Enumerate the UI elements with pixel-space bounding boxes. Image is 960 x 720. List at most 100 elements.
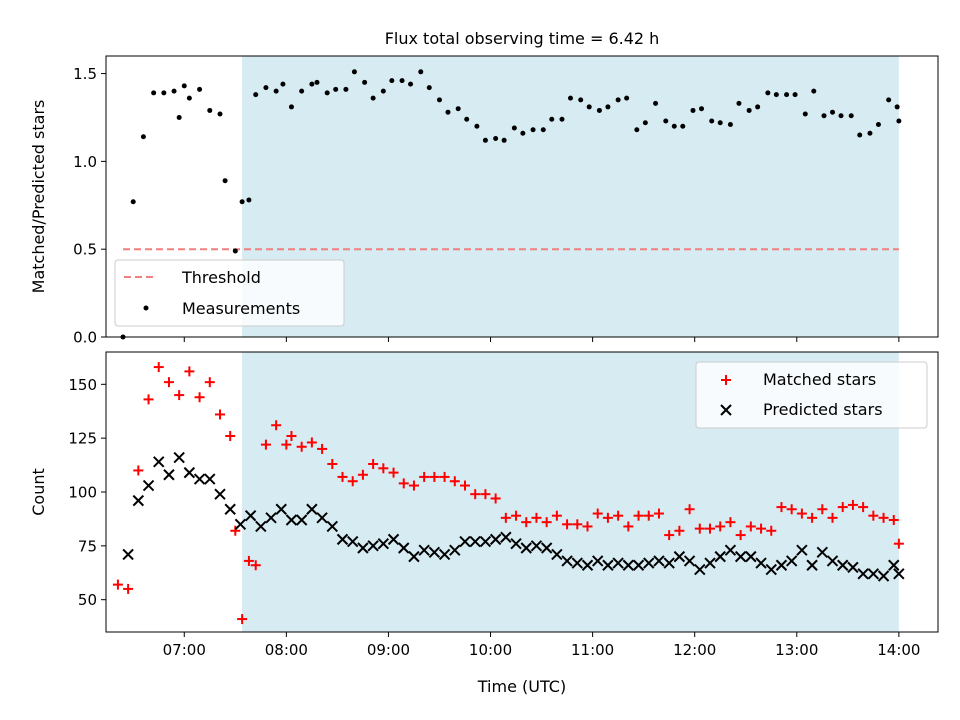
measurement-point [408, 81, 414, 87]
measurement-point [343, 86, 349, 92]
measurement-point [333, 86, 339, 92]
measurement-point [253, 92, 259, 98]
predicted-point [643, 557, 655, 569]
measurement-point [501, 137, 507, 143]
measurement-point [755, 104, 761, 110]
predicted-point [387, 533, 400, 546]
measurement-point [736, 100, 742, 106]
measurement-point [549, 116, 555, 122]
predicted-point [745, 550, 757, 563]
measurements-legend-label: Measurements [182, 299, 300, 318]
predicted-point [367, 540, 379, 552]
count-panel: 07:00 08:00 09:00 10:00 11:00 12:00 13:00 14:00… [29, 351, 939, 696]
ratio-panel: 0.0 0.5 1.0 1.5 Matched/Predicted stars Thr… [29, 55, 939, 347]
predicted-point [785, 555, 798, 567]
measurement-point [246, 197, 252, 203]
predicted-point [755, 557, 767, 569]
measurement-point [273, 88, 279, 94]
y-tick-label: 150 [68, 376, 97, 394]
measurement-point [399, 78, 405, 84]
measurement-point [493, 136, 499, 142]
predicted-point [683, 555, 696, 567]
predicted-point [153, 456, 165, 468]
measurement-point [482, 137, 488, 143]
measurement-point [324, 90, 330, 96]
predicted-point [551, 548, 563, 561]
measurement-point [624, 95, 630, 101]
predicted-point [204, 473, 216, 485]
measurement-point [709, 118, 715, 124]
chart-title: Flux total observing time = 6.42 h [385, 29, 660, 48]
measurement-point [717, 120, 723, 126]
bottom-legend: Matched stars Predicted stars [695, 361, 928, 429]
predicted-point [806, 559, 818, 571]
predicted-point [837, 559, 849, 571]
measurement-point [232, 248, 238, 254]
measurement-point [821, 113, 827, 119]
measurement-point [671, 123, 677, 129]
predicted-point [306, 503, 318, 515]
x-tick-label: 13:00 [775, 641, 818, 659]
measurement-point [699, 106, 705, 112]
measurement-point [181, 83, 187, 89]
measurement-point [171, 88, 177, 94]
predicted-point [857, 568, 869, 580]
measurement-point [207, 107, 213, 113]
predicted-point [561, 555, 573, 567]
bottom-y-ticks: 50 75 100 125 150 [68, 376, 106, 609]
measurement-point [217, 111, 223, 117]
y-tick-label: 125 [68, 430, 97, 448]
predicted-point [714, 550, 726, 563]
matched-points [112, 362, 904, 625]
predicted-point [408, 550, 420, 563]
predicted-point [347, 535, 359, 548]
measurement-point [197, 86, 203, 92]
bottom-y-axis-label: Count [29, 468, 48, 516]
top-legend-box [114, 259, 345, 327]
predicted-point [734, 550, 747, 563]
measurement-points [120, 69, 902, 340]
measurement-point [140, 134, 146, 140]
measurement-point [811, 88, 817, 94]
predicted-point [704, 557, 716, 569]
measurement-point [418, 69, 424, 75]
measurement-point [567, 95, 573, 101]
predicted-point [489, 533, 502, 546]
predicted-point [285, 514, 298, 526]
measurement-point [792, 92, 798, 98]
predicted-point [867, 568, 880, 580]
measurement-point [596, 107, 602, 113]
measurement-point [455, 106, 461, 112]
bottom-x-ticks: 07:00 08:00 09:00 10:00 11:00 12:00 13:00 14:00 [163, 632, 920, 659]
measurement-point [222, 178, 228, 184]
predicted-point [122, 548, 134, 561]
predicted-point [449, 544, 461, 556]
measurement-point [727, 121, 733, 127]
predicted-point [234, 518, 247, 531]
measurement-point [894, 104, 900, 110]
predicted-point [214, 488, 226, 500]
predicted-point [694, 563, 706, 576]
measurement-point [857, 132, 863, 138]
measurement-point [765, 90, 771, 96]
x-tick-label: 09:00 [367, 641, 410, 659]
predicted-point [316, 512, 328, 524]
measurement-point [445, 109, 451, 115]
measurement-point [886, 97, 892, 103]
predicted-point [663, 557, 675, 569]
measurement-point [464, 116, 470, 122]
predicted-legend-marker [720, 404, 732, 416]
predicted-point [592, 555, 604, 567]
measurement-point [680, 123, 686, 129]
x-axis-label: Time (UTC) [477, 677, 566, 696]
measurement-point [559, 116, 565, 122]
predicted-point [602, 559, 614, 571]
predicted-point [377, 537, 390, 550]
predicted-point [530, 540, 543, 552]
y-tick-label: 75 [78, 537, 97, 555]
predicted-point [255, 520, 267, 533]
predicted-point [500, 531, 512, 543]
predicted-point [816, 546, 829, 559]
measurement-point [299, 88, 305, 94]
